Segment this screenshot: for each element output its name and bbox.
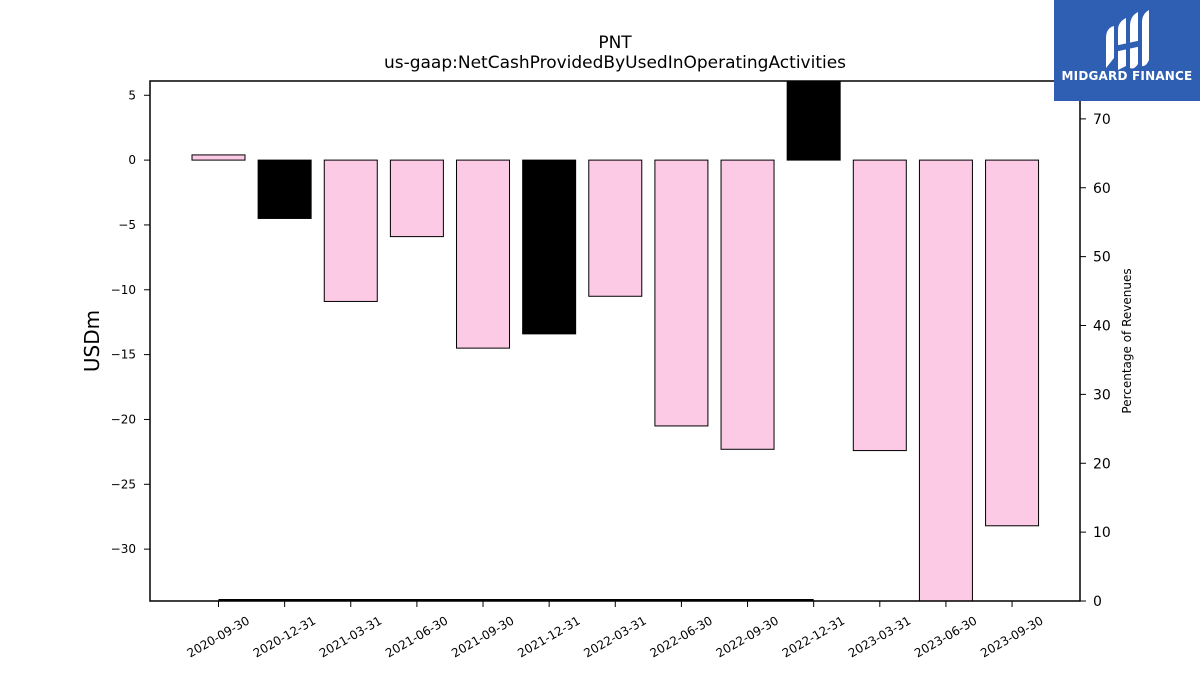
- y2-tick-label-50: 50: [1093, 250, 1111, 266]
- y2-tick-label-30: 30: [1093, 387, 1111, 403]
- y-tick-label--30: −30: [111, 542, 136, 556]
- bar-2021-03-31: [323, 159, 378, 302]
- x-tick-label-2020-09-30: 2020-09-30: [185, 613, 252, 660]
- bar-2023-06-30: [918, 159, 973, 602]
- bar-2023-09-30: [985, 159, 1040, 527]
- bar-2022-06-30: [654, 159, 709, 427]
- x-axis: 2020-09-302020-12-312021-03-312021-06-30…: [185, 601, 1046, 660]
- y2-tick-label-70: 70: [1093, 112, 1111, 128]
- y-tick-label--5: −5: [118, 218, 136, 232]
- chart-title: PNT: [598, 33, 632, 53]
- bar-2020-12-31: [257, 159, 312, 219]
- y2-tick-label-10: 10: [1093, 525, 1111, 541]
- logo-text: MIDGARD FINANCE: [1061, 69, 1193, 83]
- y-tick-label--15: −15: [111, 348, 136, 362]
- y2-tick-label-40: 40: [1093, 319, 1111, 335]
- bar-2021-09-30: [456, 159, 511, 349]
- bars-group: [191, 80, 1040, 602]
- y-axis: 5 0 −5 −10 −15 −20 −25 −30: [111, 88, 150, 556]
- x-tick-label-2023-03-31: 2023-03-31: [846, 613, 913, 660]
- y-tick-label--20: −20: [111, 412, 136, 426]
- x-tick-label-2021-12-31: 2021-12-31: [515, 613, 582, 660]
- y2-tick-label-0: 0: [1093, 594, 1102, 610]
- y2-axis: 0 10 20 30 40 50 60 70: [1080, 112, 1111, 610]
- x-tick-label-2022-06-30: 2022-06-30: [648, 613, 715, 660]
- bar-2020-09-30: [191, 154, 246, 161]
- bar-2022-12-31: [786, 80, 841, 161]
- x-tick-label-2022-09-30: 2022-09-30: [714, 613, 781, 660]
- y-tick-label--25: −25: [111, 477, 136, 491]
- x-tick-label-2023-09-30: 2023-09-30: [978, 613, 1045, 660]
- y-tick-label--10: −10: [111, 283, 136, 297]
- bar-2022-09-30: [720, 159, 775, 450]
- y2-axis-label: Percentage of Revenues: [1120, 268, 1134, 413]
- y-axis-label: USDm: [80, 310, 104, 372]
- y-tick-label-5: 5: [128, 88, 136, 102]
- bar-2023-03-31: [852, 159, 907, 452]
- y-tick-label-0: 0: [128, 153, 136, 167]
- x-tick-label-2023-06-30: 2023-06-30: [912, 613, 979, 660]
- x-tick-label-2020-12-31: 2020-12-31: [251, 613, 318, 660]
- bar-2021-12-31: [522, 159, 577, 335]
- x-tick-label-2022-12-31: 2022-12-31: [780, 613, 847, 660]
- logo-mark-icon: [1106, 10, 1149, 70]
- x-tick-label-2021-06-30: 2021-06-30: [383, 613, 450, 660]
- x-tick-label-2021-03-31: 2021-03-31: [317, 613, 384, 660]
- bar-2021-06-30: [389, 159, 444, 238]
- x-tick-label-2022-03-31: 2022-03-31: [581, 613, 648, 660]
- y2-tick-label-60: 60: [1093, 181, 1111, 197]
- x-tick-label-2021-09-30: 2021-09-30: [449, 613, 516, 660]
- bar-2022-03-31: [588, 159, 643, 297]
- chart-subtitle: us-gaap:NetCashProvidedByUsedInOperating…: [384, 53, 846, 73]
- y2-tick-label-20: 20: [1093, 456, 1111, 472]
- logo: MIDGARD FINANCE: [1054, 0, 1200, 101]
